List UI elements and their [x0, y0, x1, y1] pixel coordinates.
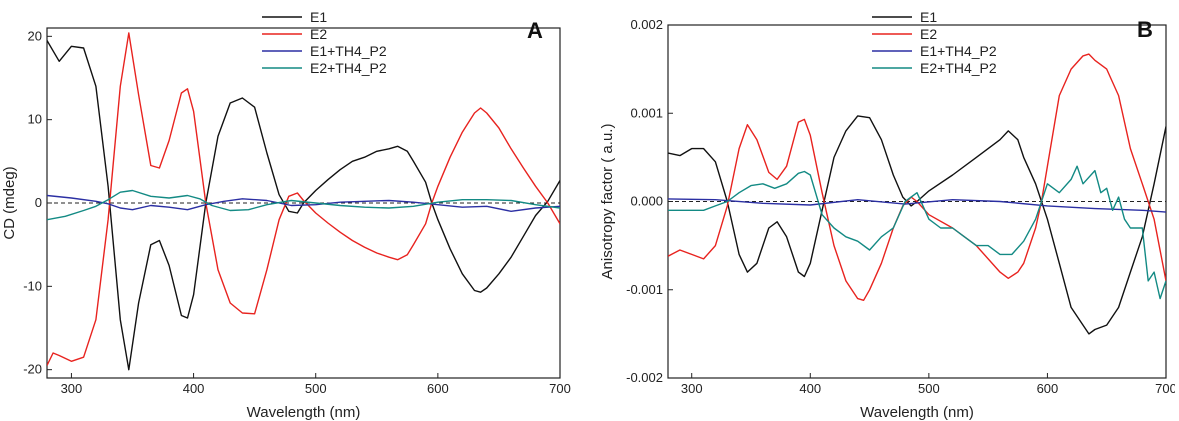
- series-line-e1-th4-p2: [668, 198, 1166, 213]
- x-tick-label: 500: [918, 381, 940, 396]
- y-tick-label: -10: [23, 278, 42, 293]
- y-tick-label: 20: [28, 28, 42, 43]
- x-tick-label: 700: [1155, 381, 1175, 396]
- legend-label: E1: [310, 9, 327, 25]
- x-tick-label: 600: [1037, 381, 1059, 396]
- y-axis-title: CD (mdeg): [1, 166, 18, 239]
- y-tick-label: 10: [28, 112, 42, 127]
- y-tick-label: 0: [35, 195, 42, 210]
- y-axis-title: Anisotropy factor ( a.u.): [599, 124, 616, 280]
- x-tick-label: 500: [305, 381, 327, 396]
- legend-label: E1+TH4_P2: [310, 43, 387, 59]
- y-tick-label: -0.001: [626, 282, 663, 297]
- x-tick-label: 400: [799, 381, 821, 396]
- x-tick-label: 300: [61, 381, 83, 396]
- y-tick-label: 0.001: [630, 105, 663, 120]
- legend-label: E1+TH4_P2: [920, 43, 997, 59]
- legend-label: E2+TH4_P2: [920, 60, 997, 76]
- x-axis-title: Wavelength (nm): [247, 404, 361, 421]
- legend-label: E1: [920, 9, 937, 25]
- series-line-e1: [47, 40, 560, 371]
- legend-label: E2: [920, 26, 937, 42]
- x-tick-label: 400: [183, 381, 205, 396]
- y-tick-label: -20: [23, 362, 42, 377]
- panel-letter: B: [1137, 17, 1153, 42]
- series-line-e2-th4-p2: [47, 189, 560, 221]
- y-tick-label: 0.000: [630, 194, 663, 209]
- legend-label: E2+TH4_P2: [310, 60, 387, 76]
- x-axis-title: Wavelength (nm): [860, 404, 974, 421]
- x-tick-label: 300: [681, 381, 703, 396]
- chart-panel-b: 300 400 500 600 700 -0.002 -0.001 0.000 0.001 0.0…: [599, 9, 1175, 421]
- chart-panel-a: 300 400 500 600 700 -20 -10 0 10 20 Wavelength (nm…: [1, 9, 571, 421]
- legend-label: E2: [310, 26, 327, 42]
- y-tick-label: -0.002: [626, 370, 663, 385]
- series-line-e1-th4-p2: [47, 194, 560, 213]
- y-tick-label: 0.002: [630, 17, 663, 32]
- series-line-e2-th4-p2: [668, 165, 1166, 300]
- x-tick-label: 600: [427, 381, 449, 396]
- series-line-e2: [47, 32, 560, 366]
- panel-letter: A: [527, 18, 543, 43]
- x-tick-label: 700: [549, 381, 571, 396]
- series-line-e1: [668, 115, 1166, 335]
